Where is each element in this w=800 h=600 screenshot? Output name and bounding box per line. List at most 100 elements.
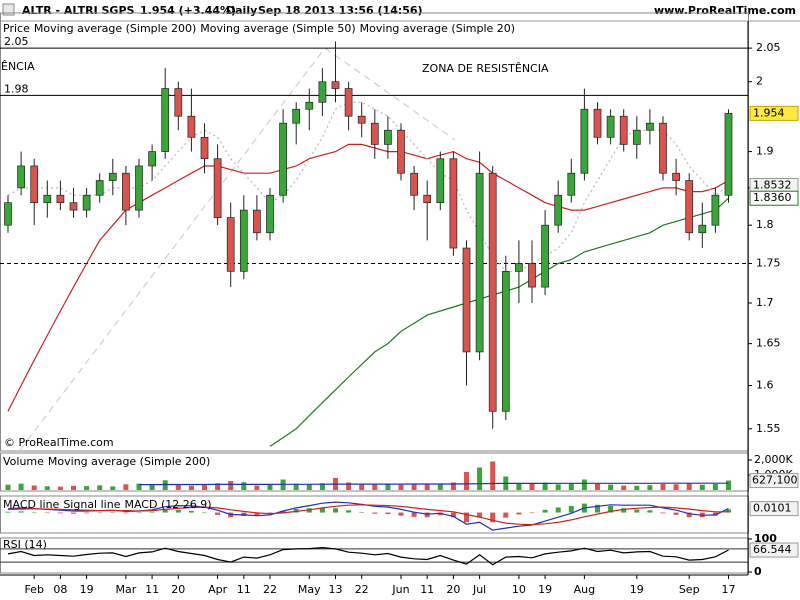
rsi-line bbox=[7, 546, 729, 566]
volume-bar bbox=[660, 484, 666, 490]
candle-body bbox=[528, 263, 536, 288]
macd-histogram bbox=[215, 512, 221, 515]
volume-bar bbox=[542, 482, 548, 490]
datetime: Sep 18 2013 13:56 (14:56) bbox=[258, 4, 423, 17]
annotation: ZONA DE RESISTÊNCIA bbox=[422, 62, 549, 75]
x-tick-label: 22 bbox=[355, 583, 369, 596]
candle-body bbox=[462, 247, 471, 353]
legend-entry: MACD line bbox=[3, 498, 60, 511]
macd-histogram bbox=[175, 509, 181, 513]
candle-body bbox=[488, 172, 497, 412]
x-tick-label: 19 bbox=[630, 583, 644, 596]
x-tick-label: Sep bbox=[679, 583, 700, 596]
volume-bar bbox=[398, 484, 404, 490]
value-box bbox=[749, 542, 799, 558]
volume-bar bbox=[555, 484, 561, 490]
candle-body bbox=[69, 202, 78, 211]
volume-bar bbox=[359, 484, 365, 490]
value-box-label: 0.0101 bbox=[753, 502, 792, 515]
candle-body bbox=[436, 158, 445, 204]
volume-bar bbox=[18, 483, 24, 490]
candle-body bbox=[593, 108, 602, 138]
x-tick-label: Jul bbox=[472, 583, 486, 596]
candle-body bbox=[292, 108, 301, 124]
legend-entry: Moving average (Simple 200) bbox=[48, 455, 210, 468]
y-tick-label: 1.6 bbox=[756, 379, 774, 392]
x-tick-label: 11 bbox=[145, 583, 159, 596]
legend-entry: RSI (14) bbox=[3, 538, 47, 551]
period: Daily bbox=[226, 4, 257, 17]
volume-bar bbox=[726, 480, 731, 490]
y-tick-label: 100 bbox=[754, 532, 777, 545]
macd-histogram bbox=[31, 512, 37, 514]
x-tick-label: 08 bbox=[53, 583, 67, 596]
candle-body bbox=[541, 224, 549, 288]
legend-entry: Moving average (Simple 50) bbox=[200, 22, 355, 35]
candle-body bbox=[685, 180, 694, 234]
value-box-label: 66.544 bbox=[753, 543, 792, 556]
volume-bar bbox=[97, 485, 103, 490]
candle-body bbox=[384, 129, 392, 145]
volume-bar bbox=[516, 483, 522, 490]
candle-body bbox=[724, 113, 733, 196]
macd-histogram bbox=[542, 509, 548, 513]
x-tick-label: 22 bbox=[263, 583, 277, 596]
volume-average bbox=[139, 482, 729, 486]
macd-histogram bbox=[529, 512, 535, 514]
value-box bbox=[749, 190, 799, 206]
volume-bar bbox=[123, 484, 129, 490]
candle-body bbox=[619, 115, 628, 145]
macd-histogram bbox=[385, 512, 391, 515]
macd-histogram bbox=[319, 507, 325, 513]
volume-bar bbox=[699, 484, 705, 490]
copyright: © ProRealTime.com bbox=[4, 436, 114, 449]
candle-body bbox=[56, 194, 65, 204]
legend-entry: Price bbox=[3, 22, 30, 35]
macd-histogram bbox=[411, 512, 417, 517]
macd-histogram bbox=[84, 512, 90, 514]
candle-body bbox=[580, 108, 589, 174]
moving-average bbox=[269, 197, 729, 447]
macd-histogram bbox=[647, 510, 653, 513]
macd-histogram bbox=[450, 512, 456, 518]
y-tick-label: 2,000K bbox=[754, 453, 793, 466]
candle-body bbox=[174, 88, 183, 117]
volume-bar bbox=[686, 483, 692, 490]
macd-histogram bbox=[516, 512, 522, 515]
candle-body bbox=[279, 122, 287, 196]
candle-body bbox=[331, 81, 340, 89]
value-box-label: 627,100 bbox=[752, 474, 798, 487]
macd-histogram bbox=[110, 512, 116, 513]
candle-body bbox=[318, 81, 327, 103]
macd-line bbox=[7, 504, 729, 526]
y-tick-label: 1.75 bbox=[756, 257, 781, 270]
macd-histogram bbox=[162, 509, 168, 513]
volume-bar bbox=[110, 486, 116, 490]
macd-histogram bbox=[437, 512, 443, 516]
macd-histogram bbox=[333, 508, 338, 513]
macd-histogram bbox=[5, 511, 11, 513]
candle-body bbox=[213, 158, 222, 218]
value-box bbox=[749, 473, 799, 489]
x-tick-label: Feb bbox=[24, 583, 43, 596]
x-tick-label: 13 bbox=[329, 583, 343, 596]
volume-bar bbox=[490, 461, 496, 490]
candle-body bbox=[187, 115, 196, 138]
macd-histogram bbox=[477, 512, 483, 518]
volume-bar bbox=[57, 486, 63, 490]
volume-bar bbox=[673, 484, 679, 490]
volume-bar bbox=[437, 483, 443, 490]
macd-histogram bbox=[346, 510, 352, 513]
volume-bar bbox=[254, 485, 260, 490]
volume-bar bbox=[136, 483, 142, 490]
y-tick-label: 1.65 bbox=[756, 337, 781, 350]
candle-body bbox=[239, 209, 248, 272]
volume-bar bbox=[621, 485, 627, 490]
volume-bar bbox=[5, 484, 11, 490]
volume-bar bbox=[149, 484, 155, 490]
x-tick-label: 19 bbox=[538, 583, 552, 596]
volume-bar bbox=[424, 484, 430, 490]
y-tick-label: 0 bbox=[754, 565, 762, 578]
symbol: ALTR - ALTRI SGPS bbox=[22, 4, 135, 17]
